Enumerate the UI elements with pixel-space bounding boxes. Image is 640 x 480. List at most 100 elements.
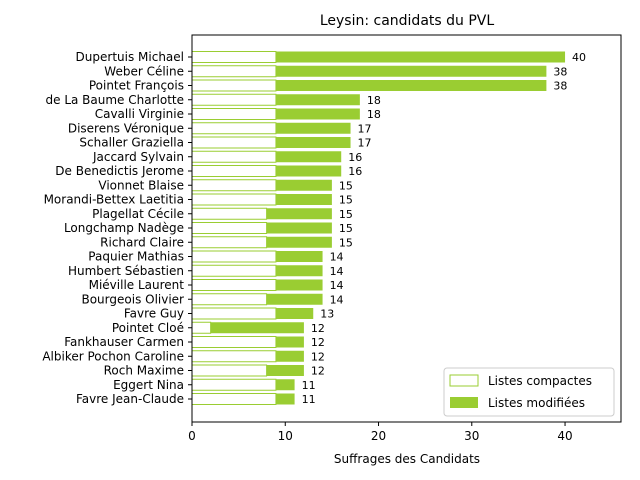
bar-compactes-23 [191,378,277,391]
y-tick-label-21: Albiker Pochon Caroline [42,349,184,363]
y-tick-label-5: Diserens Véronique [68,121,184,135]
bar-total-label-0: 40 [572,51,586,64]
x-tick-label-3: 30 [464,429,479,443]
bar-modifiees-19 [210,322,304,334]
bar-total-label-1: 38 [553,65,567,78]
y-tick-label-13: Richard Claire [100,235,184,249]
bar-compactes-22 [191,364,268,377]
y-tick-label-15: Humbert Sébastien [68,264,184,278]
legend-box [443,367,615,417]
y-tick-label-10: Morandi-Bettex Laetitia [44,193,184,207]
bar-compactes-16 [191,279,277,291]
legend-label-compactes: Listes compactes [488,374,592,388]
bar-modifiees-4 [275,108,360,120]
y-tick-label-23: Eggert Nina [113,378,184,392]
bar-modifiees-18 [275,308,314,319]
bar-modifiees-6 [275,137,351,148]
bar-total-label-20: 12 [311,336,325,349]
bar-compactes-1 [191,65,277,78]
bar-modifiees-7 [275,151,342,163]
legend-swatch-modifiees [450,397,478,408]
bar-total-label-21: 12 [311,350,325,363]
bar-modifiees-21 [275,350,304,362]
chart-title: Leysin: candidats du PVL [320,13,495,29]
y-tick-label-22: Roch Maxime [104,364,184,378]
bar-total-label-4: 18 [367,108,381,121]
bar-total-label-23: 11 [302,379,316,392]
x-axis-label: Suffrages des Candidats [334,452,480,466]
bar-compactes-0 [191,51,277,63]
bar-total-label-2: 38 [553,80,567,93]
bar-compactes-10 [191,193,277,206]
bar-total-label-19: 12 [311,322,325,335]
bar-modifiees-14 [275,251,323,262]
bar-modifiees-22 [266,365,304,376]
bar-compactes-17 [191,293,268,306]
bar-total-label-8: 16 [348,165,362,178]
bar-modifiees-2 [275,80,547,91]
bar-compactes-13 [191,236,268,249]
y-tick-label-17: Bourgeois Olivier [81,292,184,306]
bar-modifiees-9 [275,179,332,191]
bar-compactes-3 [191,93,277,106]
y-tick-label-24: Favre Jean-Claude [76,392,184,406]
x-tick-label-0: 0 [188,429,196,443]
legend-label-modifiees: Listes modifiées [488,396,585,410]
y-tick-label-9: Vionnet Blaise [98,178,184,192]
bar-total-label-17: 14 [330,293,344,306]
y-tick-label-1: Weber Céline [104,64,184,78]
bar-modifiees-1 [275,65,547,77]
x-tick-label-2: 20 [371,429,386,443]
bar-total-label-5: 17 [358,122,372,135]
bar-total-label-18: 13 [320,308,334,321]
bar-modifiees-15 [275,265,323,277]
bar-modifiees-11 [266,208,332,220]
y-tick-label-20: Fankhauser Carmen [64,335,184,349]
bar-compactes-20 [191,336,277,348]
bar-modifiees-13 [266,236,332,248]
bar-modifiees-3 [275,94,360,106]
y-tick-label-11: Plagellat Cécile [92,207,184,221]
plot-frame [191,34,622,423]
bar-compactes-4 [191,108,277,120]
bar-total-label-14: 14 [330,251,344,264]
bar-modifiees-12 [266,222,332,234]
bar-compactes-21 [191,350,277,363]
y-tick-label-6: Schaller Graziella [79,136,184,150]
bar-total-label-24: 11 [302,393,316,406]
bar-total-label-15: 14 [330,265,344,278]
bar-modifiees-17 [266,293,323,305]
bar-total-label-9: 15 [339,179,353,192]
bar-modifiees-23 [275,379,295,391]
bar-total-label-10: 15 [339,194,353,207]
bar-compactes-7 [191,150,277,163]
bar-total-label-3: 18 [367,94,381,107]
bar-total-label-13: 15 [339,236,353,249]
bar-compactes-5 [191,122,277,135]
y-tick-label-0: Dupertuis Michael [76,50,184,64]
x-tick-label-1: 10 [278,429,293,443]
bar-compactes-2 [191,79,277,92]
bar-compactes-9 [191,179,277,192]
legend: Listes compactes Listes modifiées [443,367,615,417]
bar-labels-group: 4038381818171716161515151515141414141312… [302,51,586,406]
bar-modifiees-5 [275,122,351,134]
x-tick-label-4: 40 [557,429,572,443]
bar-modifiees-24 [275,393,295,405]
bar-modifiees-10 [275,194,332,205]
bar-modifiees-8 [275,165,342,177]
bar-modifiees-0 [275,51,566,63]
bar-total-label-22: 12 [311,365,325,378]
y-tick-label-18: Favre Guy [124,307,184,321]
bar-compactes-11 [191,207,268,220]
y-tick-label-3: de La Baume Charlotte [46,93,185,107]
bar-compactes-18 [191,307,277,320]
bar-total-label-7: 16 [348,151,362,164]
y-tick-label-14: Paquier Mathias [88,250,184,264]
y-tick-label-7: Jaccard Sylvain [92,150,184,164]
bar-compactes-15 [191,264,277,277]
y-tick-label-19: Pointet Cloé [112,321,184,335]
bar-compactes-8 [191,165,277,177]
bar-total-label-12: 15 [339,222,353,235]
